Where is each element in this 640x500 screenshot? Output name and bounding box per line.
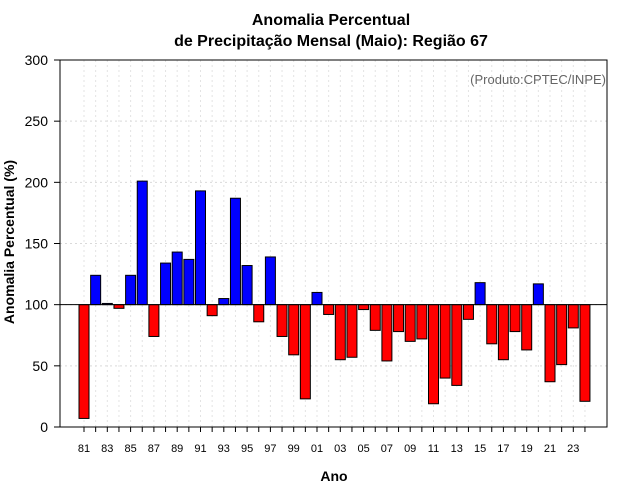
x-tick-label: 17: [497, 443, 509, 455]
x-tick-label: 23: [567, 443, 579, 455]
bar-88: [160, 262, 172, 306]
bar-95: [241, 265, 253, 306]
bar-94: [229, 197, 241, 306]
bar-18: [509, 304, 521, 333]
y-tick-label: 0: [40, 419, 48, 435]
bar-90: [183, 258, 195, 306]
bars: [78, 180, 591, 419]
bar-17: [497, 304, 509, 361]
chart-title-line-2: de Precipitação Mensal (Maio): Região 67: [174, 33, 488, 50]
y-tick-label: 300: [25, 52, 49, 68]
bar-02: [323, 304, 335, 315]
bar-21: [544, 304, 556, 383]
x-tick-label: 09: [404, 443, 416, 455]
x-tick-label: 03: [334, 443, 346, 455]
x-tick-label: 11: [428, 443, 439, 455]
bar-05: [358, 304, 370, 311]
x-axis: 81 83 85 87 89 91 93 95 97 99 01 03 05 07 09 11 13 15 17 19…: [78, 427, 586, 455]
bar-93: [218, 298, 230, 306]
bar-84: [113, 304, 125, 309]
bar-92: [206, 304, 218, 317]
x-tick-label: 97: [264, 443, 276, 455]
x-tick-label: 87: [148, 443, 160, 455]
bar-09: [404, 304, 416, 342]
bar-00: [299, 304, 311, 400]
chart-title-line-1: Anomalia Percentual: [252, 12, 410, 29]
y-tick-label: 100: [25, 297, 49, 313]
x-tick-label: 13: [451, 443, 463, 455]
bar-03: [334, 304, 346, 361]
bar-23: [567, 304, 579, 329]
bar-14: [462, 304, 474, 320]
bar-13: [451, 304, 463, 386]
bar-08: [393, 304, 405, 333]
bar-12: [439, 304, 451, 379]
x-tick-label: 99: [288, 443, 300, 455]
x-tick-label: 19: [521, 443, 533, 455]
bar-04: [346, 304, 358, 358]
y-axis: 0 50 100 150 200 250 300: [25, 52, 60, 435]
bar-82: [90, 274, 102, 306]
x-tick-label: 85: [124, 443, 136, 455]
x-tick-label: 93: [218, 443, 230, 455]
x-tick-label: 15: [474, 443, 486, 455]
bar-06: [369, 304, 381, 331]
bar-81: [78, 304, 90, 419]
credit-label: (Produto:CPTEC/INPE): [470, 72, 606, 87]
bar-85: [125, 274, 137, 306]
y-tick-label: 150: [25, 236, 49, 252]
x-tick-label: 91: [194, 443, 206, 455]
bar-07: [381, 304, 393, 362]
x-tick-label: 95: [241, 443, 253, 455]
bar-20: [532, 283, 544, 306]
bar-24: [579, 304, 591, 402]
bar-89: [171, 251, 183, 306]
y-tick-label: 50: [32, 358, 48, 374]
bar-16: [486, 304, 498, 345]
x-axis-label: Ano: [320, 468, 347, 484]
bar-01: [311, 291, 323, 306]
x-tick-label: 01: [311, 443, 323, 455]
bar-99: [288, 304, 300, 356]
bar-96: [253, 304, 265, 323]
x-tick-label: 07: [381, 443, 393, 455]
bar-10: [416, 304, 428, 340]
bar-22: [556, 304, 568, 366]
bar-98: [276, 304, 288, 337]
y-tick-label: 250: [25, 113, 49, 129]
x-tick-label: 21: [544, 443, 556, 455]
bar-87: [148, 304, 160, 337]
bar-19: [521, 304, 533, 351]
bar-15: [474, 282, 486, 306]
bar-86: [136, 180, 148, 306]
x-tick-label: 81: [78, 443, 90, 455]
x-tick-label: 05: [357, 443, 369, 455]
bar-97: [264, 256, 276, 306]
x-tick-label: 83: [101, 443, 113, 455]
x-tick-label: 89: [171, 443, 183, 455]
y-axis-label: Anomalia Percentual (%): [1, 160, 17, 324]
bar-91: [195, 190, 206, 306]
bar-11: [428, 304, 439, 405]
y-tick-label: 200: [25, 174, 49, 190]
